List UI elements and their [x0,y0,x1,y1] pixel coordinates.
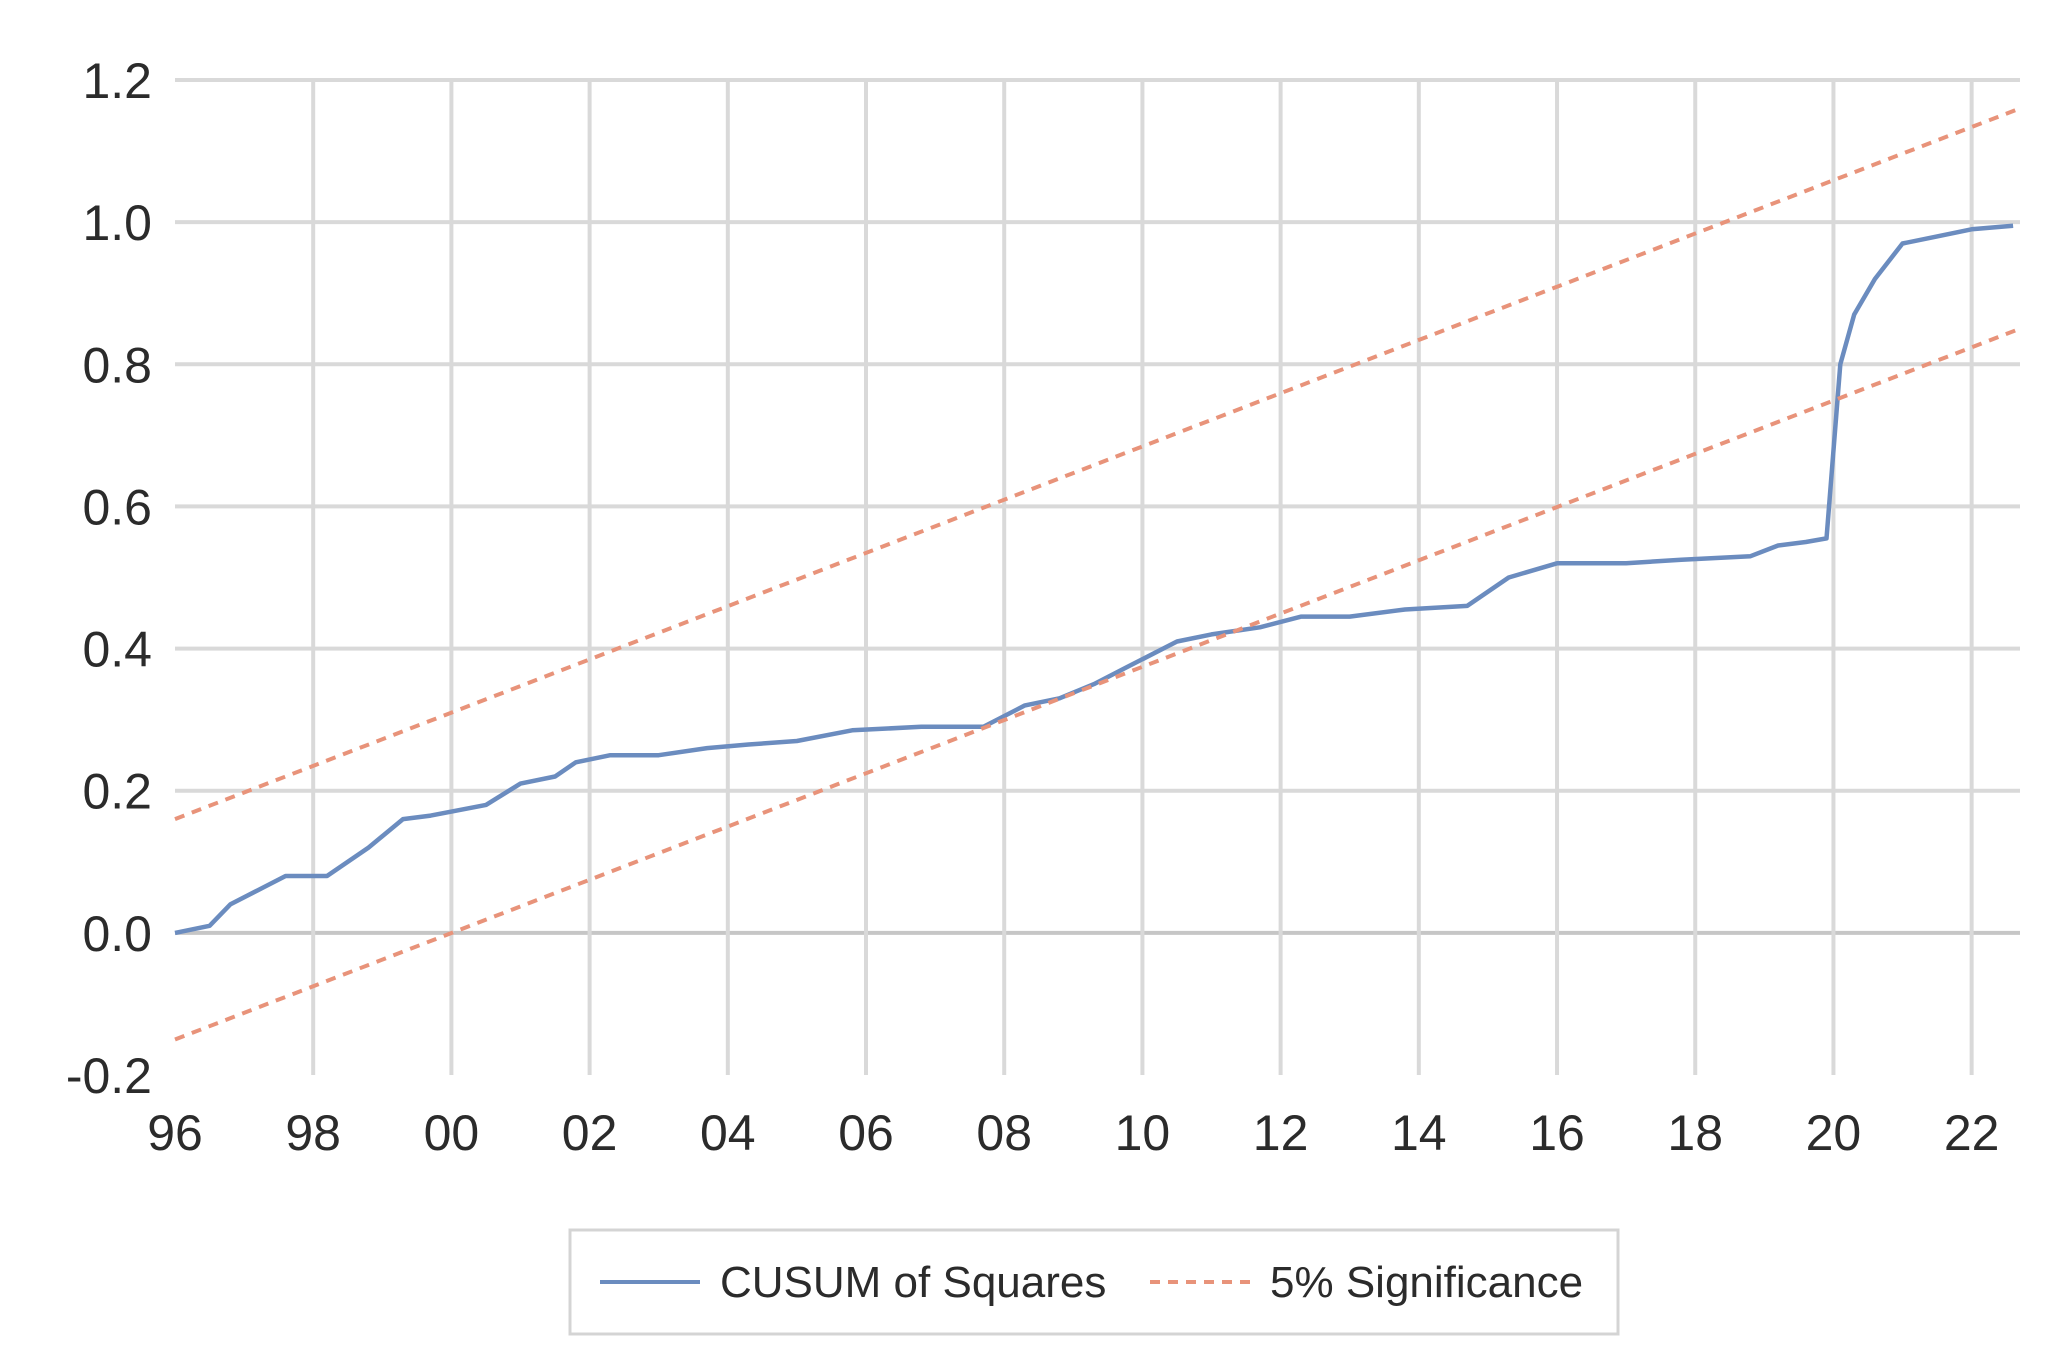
x-tick-label: 20 [1806,1105,1862,1161]
legend-label-significance: 5% Significance [1270,1258,1583,1307]
x-tick-label: 00 [424,1105,480,1161]
x-tick-label: 96 [147,1105,203,1161]
x-tick-label: 08 [976,1105,1032,1161]
x-tick-label: 06 [838,1105,894,1161]
y-tick-label: 0.6 [82,479,152,535]
y-tick-label: 0.4 [82,622,152,678]
x-tick-label: 12 [1253,1105,1309,1161]
legend-label-cusum: CUSUM of Squares [720,1258,1106,1307]
legend: CUSUM of Squares 5% Significance [568,1228,1620,1336]
y-tick-label: -0.2 [66,1048,152,1104]
y-tick-label: 1.0 [82,195,152,251]
y-tick-label: 0.2 [82,764,152,820]
x-axis: 96 98 00 02 04 06 08 10 12 14 16 18 20 22 [147,1105,1999,1161]
x-tick-label: 18 [1667,1105,1723,1161]
y-tick-label: 0.8 [82,337,152,393]
x-tick-label: 14 [1391,1105,1447,1161]
x-tick-label: 10 [1115,1105,1171,1161]
x-tick-label: 04 [700,1105,756,1161]
series-layer [174,106,2021,1042]
y-axis: -0.2 0.0 0.2 0.4 0.6 0.8 1.0 1.2 [66,53,152,1104]
legend-box [568,1228,1620,1336]
y-tick-label: 0.0 [82,906,152,962]
x-tick-label: 98 [285,1105,341,1161]
x-tick-label: 16 [1529,1105,1585,1161]
x-tick-label: 22 [1944,1105,2000,1161]
x-tick-label: 02 [562,1105,618,1161]
cusum-of-squares-line [174,223,2014,936]
significance-bound-line [174,326,2021,1042]
y-tick-label: 1.2 [82,53,152,109]
significance-bound-line [174,106,2021,821]
grid-lines [175,78,2020,1075]
